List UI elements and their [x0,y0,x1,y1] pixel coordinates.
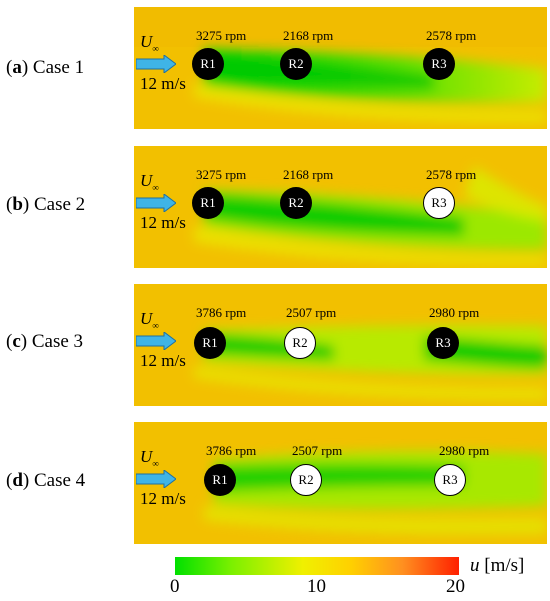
inflow-speed: 12 m/s [140,351,186,370]
rotor-rpm-r1: 3275 rpm [196,167,247,182]
velocity-colorbar [175,557,459,575]
rotor-r2: R2 [290,464,322,496]
inflow-velocity-symbol: U∞ [140,447,159,469]
case-letter: a [12,57,22,78]
inflow-speed: 12 m/s [140,74,186,93]
rotor-rpm-r2: 2507 rpm [292,443,343,458]
rotor-rpm-r2: 2507 rpm [286,305,337,320]
case-letter: b [12,194,23,215]
velocity-field-panel-case4: U∞ 12 m/s 3786 rpm 2507 rpm 2980 rpm R1 … [134,422,547,544]
case-label-b: (b) Case 2 [6,194,86,215]
rotor-rpm-r3: 2980 rpm [439,443,490,458]
rotor-rpm-r1: 3786 rpm [196,305,247,320]
rotor-r1: R1 [192,48,224,80]
rotor-r3: R3 [434,464,466,496]
rotor-r1: R1 [204,464,236,496]
case-name: Case 1 [32,57,85,78]
rotor-r3: R3 [427,327,459,359]
case-name: Case 2 [33,194,86,215]
velocity-field-panel-case2: U∞ 12 m/s 3275 rpm 2168 rpm 2578 rpm R1 … [134,146,547,268]
rotor-rpm-r2: 2168 rpm [283,28,334,43]
inflow-velocity-symbol: U∞ [140,32,159,54]
rotor-r1: R1 [192,187,224,219]
inflow-arrow-icon [135,193,177,217]
rotor-r3: R3 [423,187,455,219]
case-label-c: (c) Case 3 [6,331,84,352]
velocity-field-panel-case3: U∞ 12 m/s 3786 rpm 2507 rpm 2980 rpm R1 … [134,284,547,406]
inflow-speed: 12 m/s [140,213,186,232]
velocity-contour [134,422,547,544]
velocity-contour [134,284,547,406]
inflow-velocity-symbol: U∞ [140,309,159,331]
case-label-a: (a) Case 1 [6,57,85,78]
inflow-arrow-icon [135,54,177,78]
velocity-field-panel-case1: U∞ 12 m/s 3275 rpm 2168 rpm 2578 rpm R1 … [134,7,547,129]
rotor-rpm-r3: 2578 rpm [426,167,477,182]
rotor-r1: R1 [194,327,226,359]
rotor-rpm-r1: 3275 rpm [196,28,247,43]
colorbar-tick-max: 20 [446,576,465,597]
inflow-velocity-symbol: U∞ [140,171,159,193]
rotor-r3: R3 [423,48,455,80]
rotor-r2: R2 [280,48,312,80]
colorbar-label: u [m/s] [470,555,524,577]
case-name: Case 4 [33,470,86,491]
colorbar-variable: u [470,555,480,576]
rotor-r2: R2 [284,327,316,359]
case-letter: d [12,470,23,491]
case-letter: c [12,331,21,352]
colorbar-tick-mid: 10 [307,576,326,597]
case-label-d: (d) Case 4 [6,470,86,491]
rotor-rpm-r1: 3786 rpm [206,443,257,458]
inflow-arrow-icon [135,469,177,493]
colorbar-tick-min: 0 [170,576,180,597]
colorbar-unit: [m/s] [484,555,525,576]
inflow-arrow-icon [135,331,177,355]
rotor-r2: R2 [280,187,312,219]
rotor-rpm-r3: 2980 rpm [429,305,480,320]
rotor-rpm-r2: 2168 rpm [283,167,334,182]
case-name: Case 3 [31,331,84,352]
inflow-speed: 12 m/s [140,489,186,508]
rotor-rpm-r3: 2578 rpm [426,28,477,43]
